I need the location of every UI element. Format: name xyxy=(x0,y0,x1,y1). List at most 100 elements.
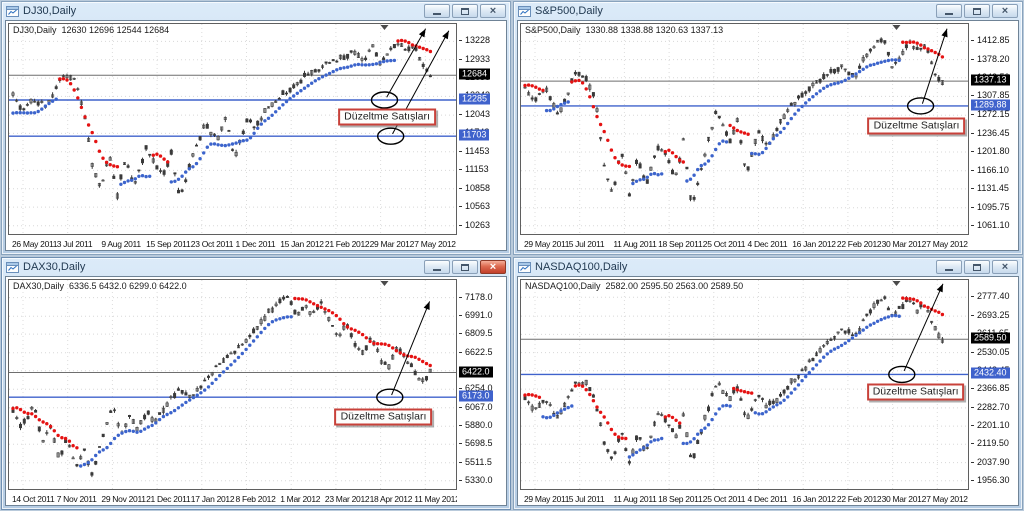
time-axis[interactable]: 14 Oct 2011 7 Nov 2011 29 Nov 2011 21 Dec 2… xyxy=(8,491,457,505)
sar-dot-up xyxy=(157,417,162,422)
sar-dot-up xyxy=(274,110,278,114)
price-axis[interactable]: 2777.402693.252611.652530.052448.452366.… xyxy=(970,279,1018,490)
chart-plot[interactable] xyxy=(520,23,969,235)
price-axis[interactable]: 1322812933126381234312043117481145311153… xyxy=(458,23,506,235)
sar-dot-up xyxy=(47,101,51,106)
sar-dot-down xyxy=(398,351,402,355)
candlestick-series xyxy=(12,295,431,478)
sar-dot-up xyxy=(627,455,632,459)
price-chart-canvas[interactable] xyxy=(521,24,968,234)
trend-arrow[interactable] xyxy=(391,301,431,396)
trend-arrow[interactable] xyxy=(921,28,948,104)
sar-dot-down xyxy=(742,131,747,135)
sar-dot-up xyxy=(822,355,826,359)
sar-dot-up xyxy=(692,437,696,441)
minimize-button[interactable] xyxy=(936,4,962,18)
sar-dot-down xyxy=(79,105,84,110)
date-tick-label: 4 Dec 2011 xyxy=(747,239,788,249)
sar-dot-up xyxy=(645,443,649,447)
sar-dot-up xyxy=(699,428,703,433)
sar-dot-up xyxy=(703,426,707,430)
sar-dot-up xyxy=(865,65,869,69)
sar-dot-down xyxy=(616,160,621,165)
window-titlebar[interactable]: DJ30,Daily × xyxy=(2,2,510,20)
minimize-button[interactable] xyxy=(424,4,450,18)
time-axis[interactable]: 29 May 2011 5 Jul 2011 11 Aug 2011 18 Sep 2… xyxy=(520,236,969,250)
chart-plot[interactable] xyxy=(8,279,457,490)
trend-arrow[interactable] xyxy=(386,28,427,98)
sar-dot-up xyxy=(18,111,22,115)
sar-dot-up xyxy=(875,61,880,65)
sar-dot-up xyxy=(324,73,328,77)
sar-dot-up xyxy=(868,323,873,327)
sar-dot-up xyxy=(836,81,840,85)
sar-dot-down xyxy=(104,160,109,164)
sar-dot-down xyxy=(919,301,923,305)
date-tick-label: 1 Mar 2012 xyxy=(280,494,321,504)
restore-button[interactable] xyxy=(964,260,990,274)
price-axis[interactable]: 7178.06991.06809.56622.56440.56254.06067… xyxy=(458,279,506,490)
sar-dot-down xyxy=(421,359,425,364)
sar-dot-up xyxy=(559,409,563,413)
annotation-label[interactable]: Düzeltme Satışları xyxy=(338,108,436,126)
close-button[interactable]: × xyxy=(480,4,506,18)
chart-client-area: DAX30,Daily 6336.5 6432.0 6299.0 6422.0 … xyxy=(5,276,507,506)
sar-dot-down xyxy=(30,412,34,416)
ellipse-annotation[interactable] xyxy=(376,388,404,406)
close-icon: × xyxy=(1001,5,1009,17)
sar-dot-up xyxy=(875,319,880,323)
close-button[interactable]: × xyxy=(992,4,1018,18)
sar-dot-down xyxy=(97,149,102,153)
sar-dot-down xyxy=(940,312,945,317)
chart-plot[interactable] xyxy=(8,23,457,235)
annotation-label[interactable]: Düzeltme Satışları xyxy=(334,408,433,426)
sar-dot-down xyxy=(41,420,45,424)
time-axis[interactable]: 26 May 2011 3 Jul 2011 9 Aug 2011 15 Sep 20… xyxy=(8,236,457,250)
minimize-button[interactable] xyxy=(424,260,450,274)
sar-dot-down xyxy=(584,388,588,392)
price-axis[interactable]: 1412.851378.201343.501307.851272.151236.… xyxy=(970,23,1018,235)
sar-dot-down xyxy=(166,160,170,164)
trend-arrow[interactable] xyxy=(903,283,944,372)
window-titlebar[interactable]: NASDAQ100,Daily × xyxy=(514,258,1022,276)
sar-dot-up xyxy=(541,415,545,419)
price-chart-canvas[interactable] xyxy=(9,24,456,234)
sar-dot-up xyxy=(169,411,173,415)
sar-dot-down xyxy=(674,154,678,159)
annotation-label[interactable]: Düzeltme Satışları xyxy=(867,117,966,135)
sar-dot-up xyxy=(818,89,822,93)
time-axis[interactable]: 29 May 2011 5 Jul 2011 11 Aug 2011 18 Sep 2… xyxy=(520,491,969,505)
current-price-badge: 2589.50 xyxy=(971,332,1010,344)
close-button[interactable]: × xyxy=(480,260,506,274)
sar-dot-down xyxy=(424,361,429,366)
sar-dot-up xyxy=(150,423,154,428)
sar-dot-up xyxy=(176,177,181,181)
sar-dot-up xyxy=(180,174,184,178)
ellipse-annotation[interactable] xyxy=(377,127,405,145)
sar-dot-up xyxy=(202,151,206,155)
annotation-label[interactable]: Düzeltme Satışları xyxy=(866,383,965,401)
sar-dot-down xyxy=(904,296,909,301)
restore-button[interactable] xyxy=(964,4,990,18)
window-titlebar[interactable]: DAX30,Daily × xyxy=(2,258,510,276)
ellipse-annotation[interactable] xyxy=(888,365,916,384)
window-titlebar[interactable]: S&P500,Daily × xyxy=(514,2,1022,20)
sar-dot-up xyxy=(135,430,139,434)
price-tick-label: 1412.85 xyxy=(970,35,1010,45)
close-button[interactable]: × xyxy=(992,260,1018,274)
sar-dot-up xyxy=(169,180,173,184)
sar-dot-up xyxy=(692,173,696,177)
restore-button[interactable] xyxy=(452,260,478,274)
sar-dot-up xyxy=(180,403,184,407)
price-chart-canvas[interactable] xyxy=(9,280,456,489)
date-tick-label: 9 Aug 2011 xyxy=(101,239,141,249)
ellipse-annotation[interactable] xyxy=(906,97,935,115)
sar-dot-up xyxy=(854,333,858,337)
sar-dot-up xyxy=(142,427,147,431)
sar-dot-up xyxy=(696,167,700,172)
ellipse-annotation[interactable] xyxy=(370,91,399,109)
sar-dot-up xyxy=(25,111,30,115)
restore-button[interactable] xyxy=(452,4,478,18)
sar-dot-down xyxy=(101,156,105,160)
minimize-button[interactable] xyxy=(936,260,962,274)
